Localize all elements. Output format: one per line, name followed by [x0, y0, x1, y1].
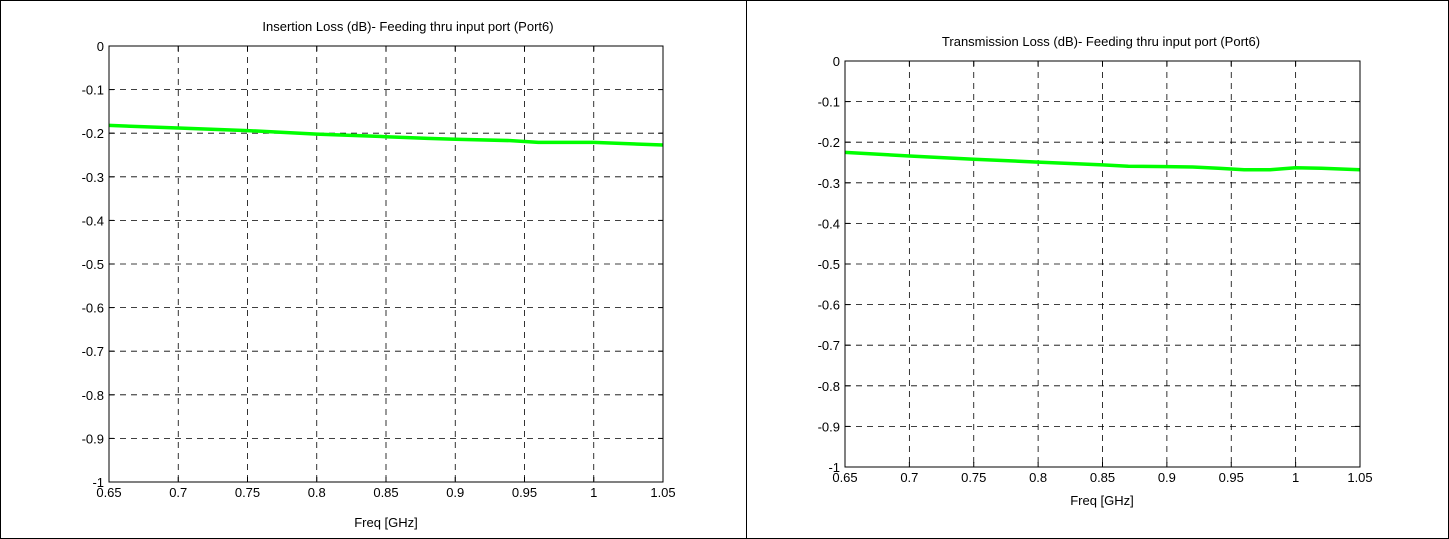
y-tick-label: -0.3: [82, 170, 104, 185]
y-tick-label: 0: [97, 39, 104, 54]
y-tick-label: -1: [828, 460, 840, 475]
plot-area: [844, 60, 1361, 468]
plot-area: [108, 45, 664, 483]
y-tick-label: -0.3: [818, 176, 840, 191]
x-tick-label: 0.85: [1090, 470, 1115, 485]
y-tick-label: -0.9: [818, 419, 840, 434]
transmission-loss-chart: Transmission Loss (dB)- Feeding thru inp…: [818, 34, 1373, 508]
insertion-loss-chart: Insertion Loss (dB)- Feeding thru input …: [82, 19, 676, 530]
x-tick-label: 0.9: [1158, 470, 1176, 485]
y-tick-label: -0.8: [818, 379, 840, 394]
y-tick-label: -0.1: [82, 83, 104, 98]
y-tick-label: -0.8: [82, 388, 104, 403]
series-line: [844, 150, 1361, 172]
x-tick-label: 0.75: [961, 470, 986, 485]
y-tick-label: -0.4: [818, 216, 840, 231]
chart-grid: [109, 46, 663, 482]
y-axis: 0 -0.1 -0.2 -0.3 -0.4 -0.5 -0.6 -0.7 -0.8 -0.9 -1: [82, 39, 663, 490]
y-tick-label: -0.7: [82, 344, 104, 359]
y-tick-label: -0.9: [82, 431, 104, 446]
x-tick-label: 0.65: [832, 470, 857, 485]
series-line: [108, 123, 664, 147]
x-tick-label: 0.9: [446, 485, 464, 500]
x-tick-label: 1: [1292, 470, 1299, 485]
y-tick-label: -0.4: [82, 213, 104, 228]
x-tick-label: 0.75: [235, 485, 260, 500]
x-tick-label: 1: [590, 485, 597, 500]
x-axis: 0.65 0.7 0.75 0.8 0.85 0.9 0.95 1 1.05: [832, 61, 1373, 485]
x-axis-label: Freq [GHz]: [1070, 493, 1134, 508]
y-tick-label: -0.6: [818, 298, 840, 313]
x-tick-label: 0.8: [1029, 470, 1047, 485]
x-tick-label: 0.7: [169, 485, 187, 500]
x-tick-label: 1.05: [1347, 470, 1372, 485]
x-tick-label: 0.7: [900, 470, 918, 485]
y-tick-label: -0.2: [82, 126, 104, 141]
y-tick-label: -1: [92, 475, 104, 490]
y-axis: 0 -0.1 -0.2 -0.3 -0.4 -0.5 -0.6 -0.7 -0.8 -0.9 -1: [818, 54, 1360, 475]
y-tick-label: -0.5: [82, 257, 104, 272]
chart-series: [108, 123, 664, 147]
y-tick-label: -0.1: [818, 95, 840, 110]
x-tick-label: 1.05: [650, 485, 675, 500]
x-tick-label: 0.95: [512, 485, 537, 500]
y-tick-label: 0: [833, 54, 840, 69]
y-tick-label: -0.5: [818, 257, 840, 272]
y-tick-label: -0.2: [818, 135, 840, 150]
chart-title: Transmission Loss (dB)- Feeding thru inp…: [942, 34, 1260, 49]
x-axis: 0.65 0.7 0.75 0.8 0.85 0.9 0.95 1 1.05: [96, 46, 676, 500]
x-tick-label: 0.85: [373, 485, 398, 500]
x-tick-label: 0.8: [308, 485, 326, 500]
chart-title: Insertion Loss (dB)- Feeding thru input …: [262, 19, 553, 34]
y-tick-label: -0.7: [818, 338, 840, 353]
x-tick-label: 0.95: [1219, 470, 1244, 485]
x-axis-label: Freq [GHz]: [354, 515, 418, 530]
x-tick-label: 0.65: [96, 485, 121, 500]
chart-series: [844, 150, 1361, 172]
chart-grid: [845, 61, 1360, 467]
y-tick-label: -0.6: [82, 301, 104, 316]
